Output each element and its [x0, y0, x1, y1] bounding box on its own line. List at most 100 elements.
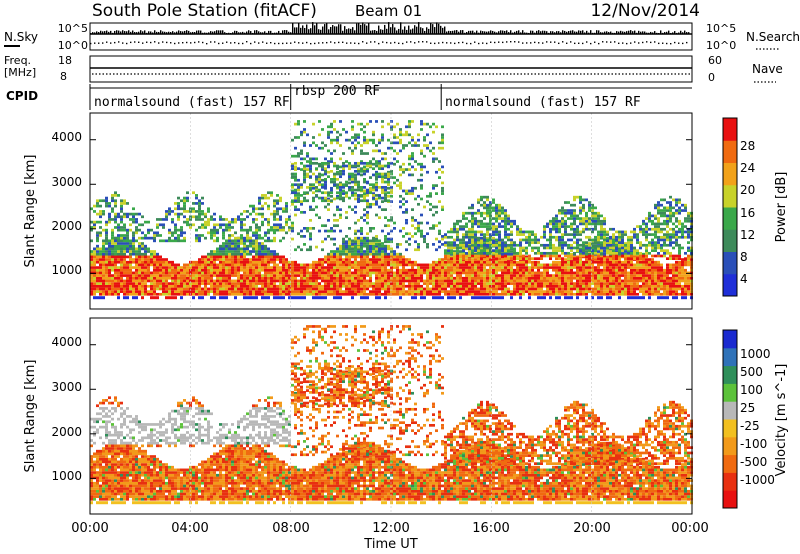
power-cell — [555, 217, 558, 220]
power-cell — [435, 266, 438, 269]
power-cell — [426, 276, 429, 280]
power-cell — [153, 292, 156, 296]
power-cell — [522, 284, 525, 288]
power-cell — [558, 222, 561, 226]
power-cell — [429, 263, 432, 267]
power-cell — [378, 186, 381, 189]
power-cell — [366, 210, 369, 214]
power-cell — [498, 279, 501, 283]
power-cell — [354, 194, 357, 197]
power-cell — [381, 125, 384, 129]
power-cell — [516, 233, 519, 236]
power-cell — [483, 276, 486, 280]
power-cell — [315, 276, 318, 280]
power-cell — [438, 260, 441, 264]
power-cell — [198, 258, 201, 261]
power-cell — [201, 258, 204, 261]
power-cell — [390, 194, 393, 198]
power-cell — [282, 236, 285, 240]
power-cell — [504, 217, 507, 220]
power-cell — [471, 249, 474, 252]
power-cell — [432, 266, 435, 269]
power-cell — [321, 173, 324, 177]
power-cell — [135, 292, 138, 296]
power-cell — [330, 276, 333, 280]
power-cell — [138, 236, 141, 240]
power-cell — [558, 290, 561, 293]
nsky-bar — [182, 31, 184, 34]
power-cell — [390, 284, 393, 288]
power-cell — [297, 292, 300, 296]
power-cell — [549, 238, 552, 242]
power-cell — [291, 266, 294, 269]
power-cell — [324, 229, 327, 233]
power-cell — [480, 225, 483, 228]
power-cell — [453, 266, 456, 269]
power-cell — [354, 133, 357, 137]
power-cell — [354, 146, 357, 150]
power-cell — [102, 244, 105, 248]
power-cell — [93, 290, 96, 293]
power-cell — [474, 284, 477, 288]
nsky-bar — [462, 30, 464, 34]
date-label: 12/Nov/2014 — [590, 1, 700, 21]
power-cell — [438, 287, 441, 291]
power-cell — [492, 282, 495, 285]
power-cell — [198, 268, 201, 272]
power-cell — [498, 206, 501, 210]
power-cell — [357, 186, 360, 189]
power-cell — [363, 125, 366, 129]
power-cell — [549, 222, 552, 226]
power-cell — [312, 196, 315, 200]
power-cell — [135, 260, 138, 264]
power-cell — [114, 194, 117, 197]
power-cell — [513, 219, 516, 223]
power-cell — [537, 287, 540, 291]
power-cell — [96, 266, 99, 269]
power-cell — [357, 172, 360, 176]
nsky-bar — [582, 30, 584, 34]
power-cell — [258, 276, 261, 280]
power-cell — [384, 271, 387, 275]
nsky-bar — [272, 32, 274, 34]
power-cell — [501, 290, 504, 293]
power-cell — [303, 279, 306, 283]
power-cell — [351, 178, 354, 181]
power-cell — [210, 228, 213, 232]
power-cell — [384, 260, 387, 264]
nsky-bar — [640, 31, 642, 34]
power-cell — [492, 249, 495, 252]
power-cell — [327, 191, 330, 195]
power-cell — [531, 230, 534, 234]
power-cell — [375, 160, 378, 163]
power-cell — [249, 292, 252, 296]
power-cell — [408, 162, 411, 166]
power-cell — [126, 282, 129, 285]
power-cell — [525, 255, 528, 259]
power-cell — [438, 141, 441, 145]
power-cell — [285, 276, 288, 280]
power-cell — [387, 252, 390, 256]
power-cell — [432, 279, 435, 283]
power-cell — [99, 274, 102, 277]
power-cell — [426, 194, 429, 198]
power-cell — [444, 263, 447, 267]
power-cell — [204, 287, 207, 291]
power-ground-cell — [246, 296, 249, 300]
power-cell — [561, 292, 564, 296]
power-cell — [114, 204, 117, 208]
power-cell — [435, 210, 438, 214]
power-cell — [132, 215, 135, 219]
power-cell — [240, 260, 243, 264]
power-cell — [411, 274, 414, 277]
power-cell — [195, 234, 198, 237]
power-cell — [483, 211, 486, 215]
power-cell — [138, 228, 141, 232]
power-cell — [510, 219, 513, 223]
power-cell — [285, 210, 288, 213]
nsky-bar — [262, 32, 264, 34]
power-ground-cell — [249, 296, 252, 300]
power-ground-cell — [375, 296, 378, 300]
nsearch-point — [162, 41, 164, 43]
power-cell — [225, 247, 228, 251]
